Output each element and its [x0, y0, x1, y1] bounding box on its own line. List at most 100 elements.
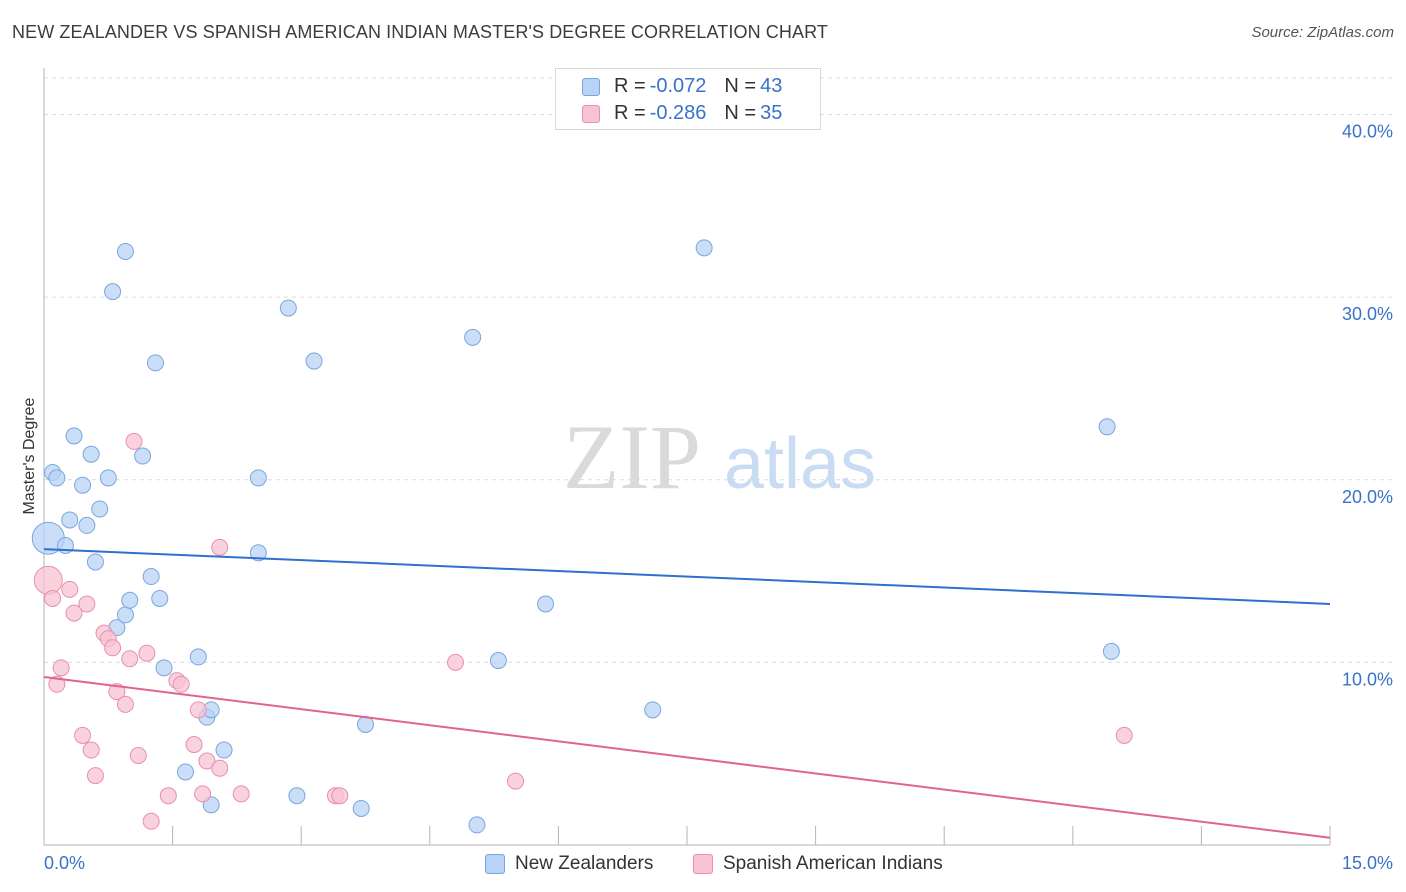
- data-point: [129, 747, 147, 765]
- data-point: [78, 516, 96, 534]
- data-point: [644, 701, 662, 719]
- data-point: [1098, 418, 1116, 436]
- correlation-legend: R = -0.072 N = 43 R = -0.286 N = 35: [555, 68, 821, 130]
- data-point: [1102, 642, 1120, 660]
- watermark-zip: ZIP: [563, 406, 701, 508]
- data-point: [52, 659, 70, 677]
- data-point: [159, 787, 177, 805]
- data-point: [468, 816, 486, 834]
- data-point: [211, 759, 229, 777]
- legend-row-blue: R = -0.072 N = 43: [614, 73, 782, 99]
- legend-swatch-pink: [582, 105, 600, 123]
- data-point: [65, 604, 83, 622]
- data-point: [172, 675, 190, 693]
- legend-r-label: R =: [614, 101, 646, 124]
- legend-item-new-zealanders: New Zealanders: [485, 852, 653, 876]
- data-point: [249, 544, 267, 562]
- data-point: [86, 553, 104, 571]
- data-point: [33, 565, 63, 595]
- data-point: [464, 328, 482, 346]
- data-point: [138, 644, 156, 662]
- data-point: [279, 299, 297, 317]
- chart-title: NEW ZEALANDER VS SPANISH AMERICAN INDIAN…: [12, 22, 828, 42]
- y-tick-labels: 10.0% 20.0% 30.0% 40.0%: [1342, 122, 1393, 690]
- legend-swatch-blue: [485, 854, 505, 874]
- data-point: [99, 469, 117, 487]
- data-point: [74, 726, 92, 744]
- data-point: [82, 445, 100, 463]
- data-point: [134, 447, 152, 465]
- data-point: [155, 659, 173, 677]
- data-point: [489, 652, 507, 670]
- legend-r-value: -0.072: [649, 74, 707, 97]
- data-point: [142, 568, 160, 586]
- legend-n-value: 43: [760, 74, 783, 97]
- data-point: [74, 476, 92, 494]
- legend-label: New Zealanders: [515, 853, 654, 874]
- data-point: [121, 650, 139, 668]
- axes: [43, 68, 1331, 846]
- legend-label: Spanish American Indians: [723, 853, 943, 874]
- data-point: [82, 741, 100, 759]
- data-point: [151, 589, 169, 607]
- data-point: [61, 580, 79, 598]
- series-new-zealanders: [31, 239, 1120, 834]
- data-point: [305, 352, 323, 370]
- data-point: [185, 736, 203, 754]
- legend-swatch-pink: [693, 854, 713, 874]
- data-point: [86, 767, 104, 785]
- data-point: [48, 469, 66, 487]
- data-point: [507, 772, 525, 790]
- data-point: [91, 500, 109, 518]
- trend-lines: [43, 548, 1331, 839]
- data-point: [116, 242, 134, 260]
- data-point: [211, 538, 229, 556]
- data-point: [288, 787, 306, 805]
- data-point: [249, 469, 267, 487]
- data-point: [104, 639, 122, 657]
- y-tick-label: 30.0%: [1342, 304, 1393, 324]
- data-point: [116, 606, 134, 624]
- legend-swatch-blue: [582, 78, 600, 96]
- legend-r-value: -0.286: [649, 101, 707, 124]
- y-tick-label: 10.0%: [1342, 669, 1393, 689]
- data-point: [537, 595, 555, 613]
- legend-item-spanish-american-indians: Spanish American Indians: [693, 852, 943, 876]
- data-point: [142, 812, 160, 830]
- y-axis-label: Master's Degree: [21, 397, 38, 514]
- legend-r-label: R =: [614, 74, 646, 97]
- data-point: [104, 283, 122, 301]
- data-point: [146, 354, 164, 372]
- grid-lines: [44, 77, 1392, 663]
- watermark-atlas: atlas: [724, 424, 876, 504]
- data-point: [331, 787, 349, 805]
- trend-line-new-zealanders: [43, 548, 1331, 605]
- data-point: [352, 799, 370, 817]
- data-point: [48, 675, 66, 693]
- legend-n-label: N =: [724, 101, 757, 124]
- y-tick-label: 20.0%: [1342, 487, 1393, 507]
- data-point: [695, 239, 713, 257]
- data-point: [189, 648, 207, 666]
- source-label: Source: ZipAtlas.com: [1251, 24, 1394, 41]
- data-point: [78, 595, 96, 613]
- series-spanish-american-indians: [33, 432, 1133, 830]
- data-point: [176, 763, 194, 781]
- data-point: [121, 591, 139, 609]
- x-tick-labels: 0.0% 15.0%: [44, 853, 1393, 873]
- data-point: [447, 653, 465, 671]
- data-point: [232, 785, 250, 803]
- y-tick-label: 40.0%: [1342, 122, 1393, 142]
- data-point: [125, 432, 143, 450]
- legend-row-pink: R = -0.286 N = 35: [614, 100, 782, 126]
- legend-n-label: N =: [724, 74, 757, 97]
- data-point: [61, 511, 79, 529]
- data-point: [198, 752, 216, 770]
- trend-line-spanish-american-indians: [43, 675, 1331, 839]
- watermark: ZIP atlas: [563, 406, 876, 508]
- data-point: [44, 589, 62, 607]
- data-point: [65, 427, 83, 445]
- x-tick-label: 0.0%: [44, 853, 85, 873]
- data-point: [194, 785, 212, 803]
